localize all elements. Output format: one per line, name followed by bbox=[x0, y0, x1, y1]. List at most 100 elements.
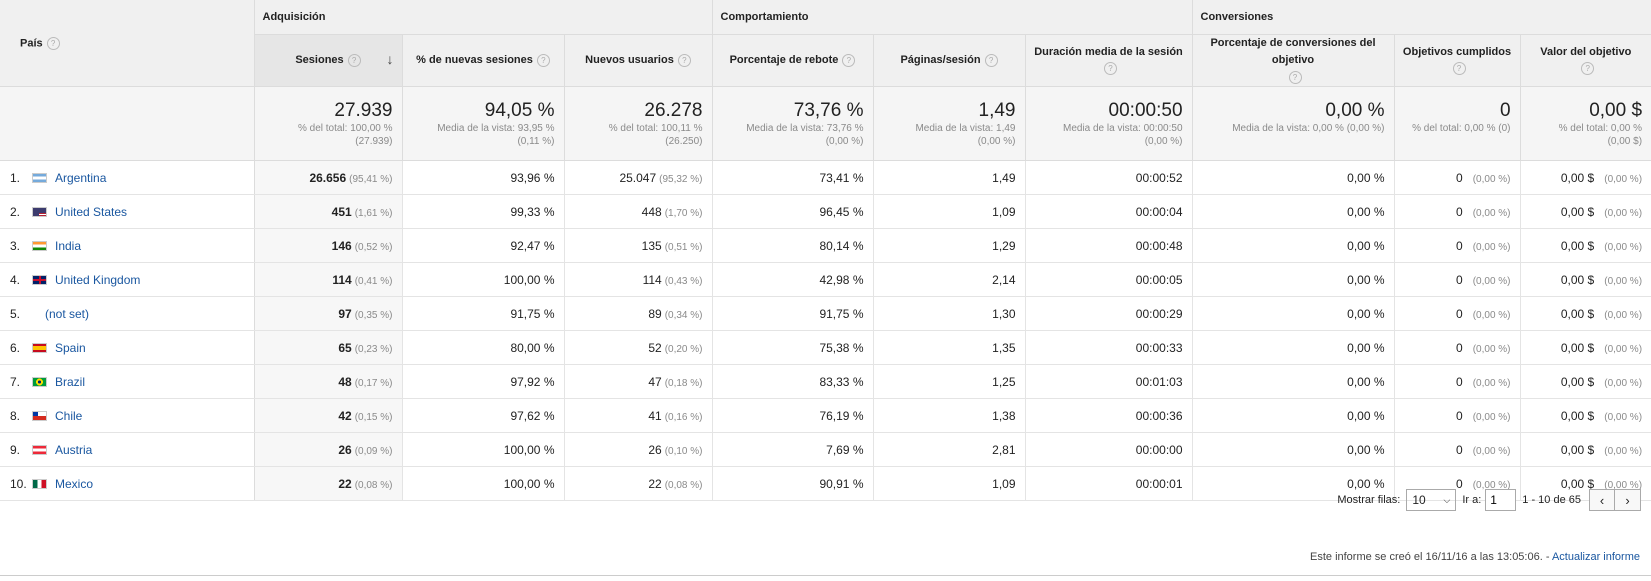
cell-new-sessions-pct: 99,33 % bbox=[402, 195, 564, 229]
column-header-goal-completions[interactable]: Objetivos cumplidos? bbox=[1394, 35, 1520, 87]
total-caption: Media de la vista: 00:00:50 bbox=[1026, 122, 1183, 135]
gb-flag-icon bbox=[32, 275, 47, 285]
cell-new-users: 26 (0,10 %) bbox=[564, 433, 712, 467]
country-column-header[interactable]: País? bbox=[0, 0, 254, 87]
cell-goal-completions: 0 (0,00 %) bbox=[1394, 297, 1520, 331]
column-header-goal-conversion-rate[interactable]: Porcentaje de conversiones del objetivo? bbox=[1192, 35, 1394, 87]
column-header-avg-session-duration[interactable]: Duración media de la sesión? bbox=[1025, 35, 1192, 87]
column-header-new-users[interactable]: Nuevos usuarios? bbox=[564, 35, 712, 87]
table-row: 1. Argentina 26.656 (95,41 %) 93,96 % 25.047(… bbox=[0, 161, 1651, 195]
cell-new-sessions-pct: 100,00 % bbox=[402, 467, 564, 501]
row-index: 8. bbox=[10, 409, 32, 423]
total-new-sessions-pct: 94,05 % Media de la vista: 93,95 % (0,11 %… bbox=[402, 87, 564, 161]
cell-value: 0,00 % bbox=[1347, 273, 1384, 287]
row-index: 4. bbox=[10, 273, 32, 287]
country-link[interactable]: Mexico bbox=[55, 477, 93, 491]
column-header-goal-value[interactable]: Valor del objetivo? bbox=[1520, 35, 1651, 87]
chevron-right-icon: › bbox=[1625, 493, 1629, 508]
country-cell: 5. (not set) bbox=[0, 297, 254, 331]
total-value: 00:00:50 bbox=[1026, 100, 1183, 122]
cell-value: 135 bbox=[642, 239, 662, 253]
cell-sessions: 48 (0,17 %) bbox=[254, 365, 402, 399]
cell-percentage: (0,15 %) bbox=[355, 412, 393, 423]
cell-goal-conversion-rate: 0,00 % bbox=[1192, 433, 1394, 467]
cell-goal-conversion-rate: 0,00 % bbox=[1192, 331, 1394, 365]
cell-value: 0 bbox=[1456, 273, 1463, 287]
country-link[interactable]: Chile bbox=[55, 409, 82, 423]
cell-value: 65 bbox=[338, 341, 351, 355]
cell-value: 1,09 bbox=[992, 205, 1015, 219]
help-icon[interactable]: ? bbox=[678, 54, 691, 67]
cell-new-sessions-pct: 100,00 % bbox=[402, 263, 564, 297]
country-link[interactable]: Brazil bbox=[55, 375, 85, 389]
help-icon[interactable]: ? bbox=[1581, 62, 1594, 75]
country-link[interactable]: United Kingdom bbox=[55, 273, 140, 287]
cell-value: 0,00 $ bbox=[1561, 409, 1594, 423]
country-cell: 1. Argentina bbox=[0, 161, 254, 195]
pagination: Mostrar filas: 10 ⌵ Ir a: 1 - 10 de 65 ‹… bbox=[1337, 488, 1641, 512]
prev-page-button[interactable]: ‹ bbox=[1589, 489, 1615, 511]
help-icon[interactable]: ? bbox=[537, 54, 550, 67]
help-icon[interactable]: ? bbox=[1289, 71, 1302, 84]
country-link[interactable]: Argentina bbox=[55, 171, 106, 185]
total-caption-detail: (0,11 %) bbox=[403, 135, 555, 148]
cell-value: 0,00 $ bbox=[1561, 443, 1594, 457]
table-row: 6. Spain 65 (0,23 %) 80,00 % 52 (0,20 %) 75,38 … bbox=[0, 331, 1651, 365]
cell-sessions: 97 (0,35 %) bbox=[254, 297, 402, 331]
cell-percentage: (0,00 %) bbox=[1473, 174, 1511, 185]
row-index: 1. bbox=[10, 171, 32, 185]
cell-avg-session-duration: 00:00:52 bbox=[1025, 161, 1192, 195]
help-icon[interactable]: ? bbox=[47, 37, 60, 50]
cell-percentage: (0,52 %) bbox=[355, 242, 393, 253]
cell-value: 42 bbox=[338, 409, 351, 423]
cell-value: 25.047 bbox=[619, 171, 656, 185]
cell-new-sessions-pct: 92,47 % bbox=[402, 229, 564, 263]
column-header-pages-per-session[interactable]: Páginas/sesión? bbox=[873, 35, 1025, 87]
total-new-users: 26.278 % del total: 100,11 % (26.250) bbox=[564, 87, 712, 161]
cell-goal-completions: 0 (0,00 %) bbox=[1394, 195, 1520, 229]
table-row: 2. United States 451 (1,61 %) 99,33 % 448 (1,7… bbox=[0, 195, 1651, 229]
column-header-sessions[interactable]: Sesiones? ↓ bbox=[254, 35, 402, 87]
cell-sessions: 26 (0,09 %) bbox=[254, 433, 402, 467]
cell-value: 00:01:03 bbox=[1136, 375, 1183, 389]
country-link[interactable]: (not set) bbox=[45, 307, 89, 321]
cell-value: 0,00 % bbox=[1347, 239, 1384, 253]
cell-bounce-rate: 91,75 % bbox=[712, 297, 873, 331]
help-icon[interactable]: ? bbox=[348, 54, 361, 67]
cell-percentage: (0,00 %) bbox=[1473, 310, 1511, 321]
cell-value: 00:00:04 bbox=[1136, 205, 1183, 219]
column-header-new-sessions-pct[interactable]: % de nuevas sesiones? bbox=[402, 35, 564, 87]
cell-value: 26 bbox=[338, 443, 351, 457]
help-icon[interactable]: ? bbox=[1104, 62, 1117, 75]
cell-percentage: (0,20 %) bbox=[665, 344, 703, 355]
cell-value: 100,00 % bbox=[504, 273, 555, 287]
column-header-bounce-rate[interactable]: Porcentaje de rebote? bbox=[712, 35, 873, 87]
country-link[interactable]: Spain bbox=[55, 341, 86, 355]
group-behavior: Comportamiento bbox=[712, 0, 1192, 35]
country-link[interactable]: Austria bbox=[55, 443, 92, 457]
cell-value: 22 bbox=[338, 477, 351, 491]
country-link[interactable]: United States bbox=[55, 205, 127, 219]
help-icon[interactable]: ? bbox=[985, 54, 998, 67]
country-link[interactable]: India bbox=[55, 239, 81, 253]
help-icon[interactable]: ? bbox=[1453, 62, 1466, 75]
goto-page-input[interactable] bbox=[1485, 489, 1516, 511]
cell-sessions: 451 (1,61 %) bbox=[254, 195, 402, 229]
next-page-button[interactable]: › bbox=[1615, 489, 1641, 511]
cell-percentage: (0,00 %) bbox=[1604, 276, 1642, 287]
cell-value: 22 bbox=[648, 477, 661, 491]
help-icon[interactable]: ? bbox=[842, 54, 855, 67]
cell-value: 26.656 bbox=[309, 171, 346, 185]
cell-pages-per-session: 1,25 bbox=[873, 365, 1025, 399]
cell-percentage: (0,35 %) bbox=[355, 310, 393, 321]
cell-new-sessions-pct: 97,62 % bbox=[402, 399, 564, 433]
rows-per-page-select[interactable]: 10 ⌵ bbox=[1406, 489, 1456, 511]
cell-goal-conversion-rate: 0,00 % bbox=[1192, 297, 1394, 331]
cell-new-users: 89 (0,34 %) bbox=[564, 297, 712, 331]
page-range: 1 - 10 de 65 bbox=[1522, 494, 1581, 506]
table-row: 8. Chile 42 (0,15 %) 97,62 % 41 (0,16 %) 76,19 … bbox=[0, 399, 1651, 433]
cell-percentage: (0,00 %) bbox=[1604, 174, 1642, 185]
refresh-report-link[interactable]: Actualizar informe bbox=[1552, 551, 1640, 563]
sort-descending-icon[interactable]: ↓ bbox=[387, 51, 394, 68]
cell-value: 0,00 % bbox=[1347, 205, 1384, 219]
